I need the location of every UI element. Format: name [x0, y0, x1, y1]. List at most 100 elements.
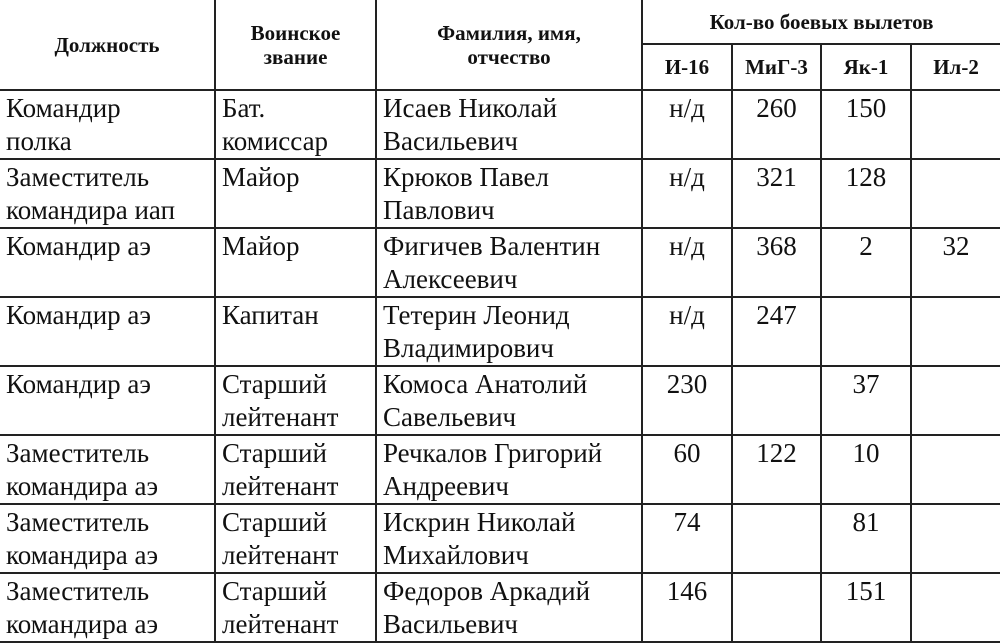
cell-position-line: полка: [6, 126, 72, 156]
header-sorties: Кол-во боевых вылетов: [640, 0, 1000, 45]
cell-position: Заместитель командира аэ: [0, 572, 216, 643]
cell-sorties: 10: [820, 434, 912, 505]
cell-position-line: Командир аэ: [6, 300, 151, 330]
cell-rank-line: Старший: [222, 369, 327, 399]
header-aircraft-il2: Ил-2: [909, 43, 1000, 91]
table-row: Командир аэ Капитан Тетерин Леонид Владимир…: [0, 296, 1000, 367]
table-row: Командир аэ Майор Фигичев Валентин Алексеев…: [0, 227, 1000, 298]
header-aircraft-yak1: Як-1: [820, 43, 912, 91]
cell-rank-line: Старший: [222, 576, 327, 606]
cell-sorties: н/д: [641, 158, 733, 229]
cell-position: Командир полка: [0, 89, 216, 160]
cell-rank: Бат. комиссар: [214, 89, 377, 160]
table-row: Командир полка Бат. комиссар Исаев Николай Ва…: [0, 89, 1000, 160]
cell-position-line: Заместитель: [6, 438, 150, 468]
cell-name-line: Фигичев Валентин: [383, 231, 601, 261]
cell-position: Заместитель командира иап: [0, 158, 216, 229]
cell-rank-line: лейтенант: [222, 402, 339, 432]
cell-sorties: [731, 572, 822, 643]
header-aircraft-mig3: МиГ-3: [731, 43, 822, 91]
cell-rank-line: Майор: [222, 231, 300, 261]
cell-sorties: 128: [820, 158, 912, 229]
cell-position-line: командира аэ: [6, 540, 159, 570]
cell-position-line: Командир аэ: [6, 369, 151, 399]
cell-rank-line: Старший: [222, 507, 327, 537]
cell-sorties: 60: [641, 434, 733, 505]
cell-position-line: Заместитель: [6, 162, 150, 192]
cell-sorties: [909, 89, 1000, 160]
cell-name: Искрин Николай Михайлович: [375, 503, 643, 574]
cell-position-line: командира аэ: [6, 471, 159, 501]
cell-name-line: Павлович: [383, 195, 495, 225]
cell-name-line: Владимирович: [383, 333, 554, 363]
cell-rank-line: комиссар: [222, 126, 329, 156]
cell-rank: Старший лейтенант: [214, 503, 377, 574]
cell-name: Исаев Николай Васильевич: [375, 89, 643, 160]
cell-sorties: [909, 434, 1000, 505]
cell-rank-line: лейтенант: [222, 540, 339, 570]
cell-name-line: Федоров Аркадий: [383, 576, 591, 606]
cell-sorties: 146: [641, 572, 733, 643]
cell-position: Командир аэ: [0, 227, 216, 298]
cell-name-line: Васильевич: [383, 609, 518, 639]
table-row: Заместитель командира аэ Старший лейтенант Р…: [0, 434, 1000, 505]
cell-sorties: 37: [820, 365, 912, 436]
cell-sorties: [731, 365, 822, 436]
cell-sorties: [731, 503, 822, 574]
cell-name: Комоса Анатолий Савельевич: [375, 365, 643, 436]
cell-name-line: Савельевич: [383, 402, 517, 432]
table-row: Заместитель командира аэ Старший лейтенант Ф…: [0, 572, 1000, 643]
cell-sorties: 150: [820, 89, 912, 160]
cell-rank-line: лейтенант: [222, 471, 339, 501]
cell-position-line: Командир аэ: [6, 231, 151, 261]
cell-rank-line: лейтенант: [222, 609, 339, 639]
cell-position: Заместитель командира аэ: [0, 503, 216, 574]
cell-position-line: командира аэ: [6, 609, 159, 639]
cell-rank-line: Бат.: [222, 93, 266, 123]
cell-position-line: командира иап: [6, 195, 176, 225]
cell-name-line: Речкалов Григорий: [383, 438, 603, 468]
cell-sorties: 260: [731, 89, 822, 160]
cell-sorties: н/д: [641, 227, 733, 298]
cell-name-line: Андреевич: [383, 471, 509, 501]
cell-sorties: н/д: [641, 89, 733, 160]
table-row: Командир аэ Старший лейтенант Комоса Анатол…: [0, 365, 1000, 436]
cell-name-line: Исаев Николай: [383, 93, 558, 123]
table-body: Командир полка Бат. комиссар Исаев Николай Ва…: [0, 89, 1000, 643]
cell-sorties: 368: [731, 227, 822, 298]
cell-position-line: Заместитель: [6, 576, 150, 606]
cell-rank: Майор: [214, 227, 377, 298]
cell-name-line: Алексеевич: [383, 264, 518, 294]
cell-name-line: Крюков Павел: [383, 162, 549, 192]
cell-rank: Старший лейтенант: [214, 365, 377, 436]
cell-name-line: Комоса Анатолий: [383, 369, 588, 399]
cell-sorties: 247: [731, 296, 822, 367]
cell-rank: Капитан: [214, 296, 377, 367]
cell-sorties: 151: [820, 572, 912, 643]
cell-sorties: [820, 296, 912, 367]
cell-rank: Старший лейтенант: [214, 572, 377, 643]
cell-sorties: 122: [731, 434, 822, 505]
cell-rank-line: Капитан: [222, 300, 319, 330]
cell-position-line: Командир: [6, 93, 121, 123]
cell-name: Фигичев Валентин Алексеевич: [375, 227, 643, 298]
cell-sorties: 74: [641, 503, 733, 574]
cell-name: Речкалов Григорий Андреевич: [375, 434, 643, 505]
cell-sorties: 81: [820, 503, 912, 574]
cell-rank-line: Старший: [222, 438, 327, 468]
table-row: Заместитель командира аэ Старший лейтенант И…: [0, 503, 1000, 574]
table-row: Заместитель командира иап Майор Крюков Паве…: [0, 158, 1000, 229]
cell-sorties: 2: [820, 227, 912, 298]
cell-rank-line: Майор: [222, 162, 300, 192]
cell-sorties: 32: [909, 227, 1000, 298]
cell-sorties: [909, 365, 1000, 436]
cell-sorties: 230: [641, 365, 733, 436]
cell-rank: Майор: [214, 158, 377, 229]
cell-name-line: Михайлович: [383, 540, 529, 570]
cell-sorties: [909, 572, 1000, 643]
cell-sorties: [909, 296, 1000, 367]
header-rank: Воинское звание: [214, 0, 377, 91]
cell-position-line: Заместитель: [6, 507, 150, 537]
cell-name: Федоров Аркадий Васильевич: [375, 572, 643, 643]
